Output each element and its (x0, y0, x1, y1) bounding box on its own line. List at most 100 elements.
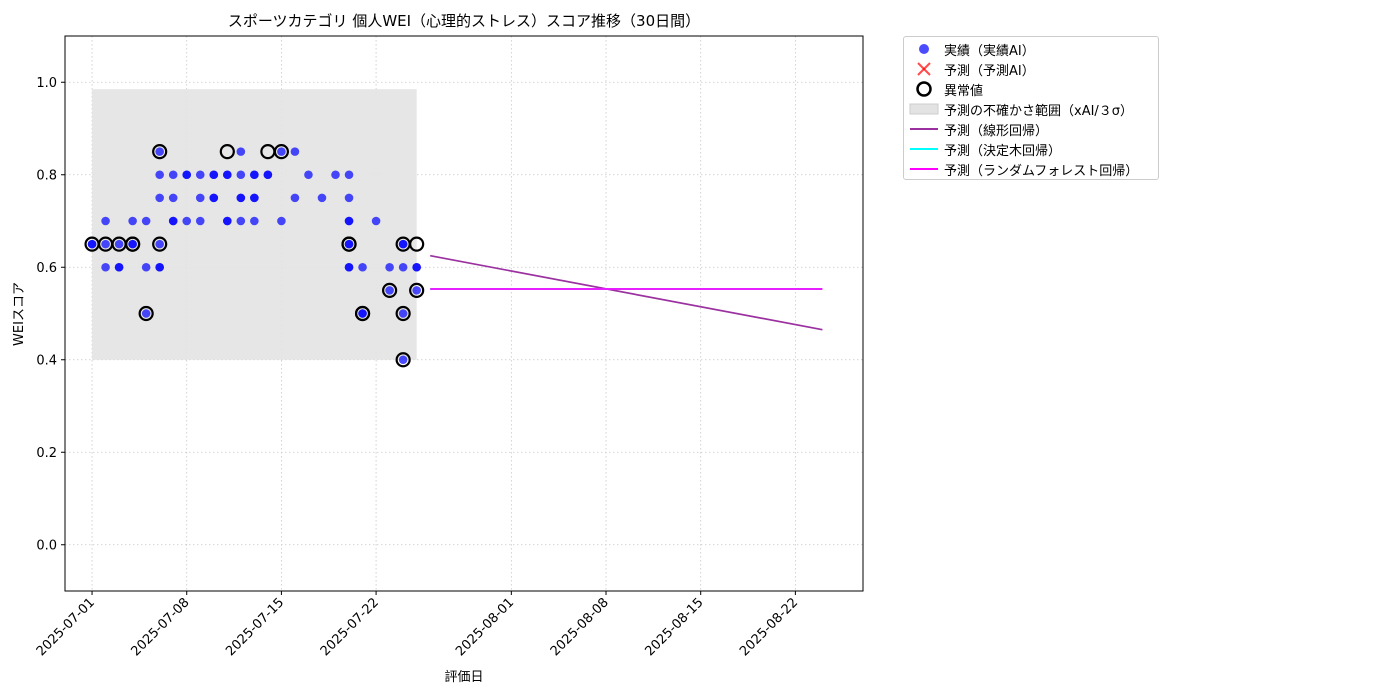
actual-point (290, 147, 300, 156)
actual-point (168, 216, 178, 226)
x-axis-label: 評価日 (444, 670, 483, 685)
x-tick-label: 2025-08-22 (737, 595, 801, 659)
anomaly-point (152, 144, 168, 160)
legend-label-random-forest: 予測（ランダムフォレスト回帰） (944, 163, 1139, 179)
legend-label-predicted: 予測（予測AI） (944, 63, 1035, 79)
actual-point (141, 262, 151, 272)
actual-point (128, 239, 137, 249)
legend-marker-decision-tree (904, 139, 944, 159)
y-tick-label: 1.0 (36, 76, 57, 91)
anomaly-point (382, 282, 398, 298)
forecast-line-linear (430, 254, 823, 331)
forecast-lines-layer (430, 254, 823, 331)
actual-point (168, 193, 178, 203)
actual-point (209, 193, 219, 203)
anomaly-point (152, 236, 168, 252)
actual-point (182, 216, 192, 226)
actual-point (358, 262, 367, 272)
anomaly-point (409, 282, 425, 298)
actual-point (331, 170, 340, 180)
plot-frame (64, 35, 864, 592)
actual-point (209, 170, 219, 180)
actual-point (263, 170, 273, 180)
x-tick-label: 2025-07-08 (129, 595, 193, 659)
anomaly-points-layer (84, 144, 425, 368)
actual-point (155, 170, 164, 180)
x-tick-label: 2025-08-08 (548, 595, 612, 659)
actual-point (398, 262, 408, 272)
anomaly-point (395, 305, 411, 322)
actual-point (236, 147, 246, 156)
actual-point (317, 193, 327, 203)
legend-label-uncertainty: 予測の不確かさ範囲（xAI/３σ） (944, 103, 1134, 119)
anomaly-point (341, 236, 357, 252)
x-tick-label: 2025-08-01 (453, 595, 517, 659)
actual-point (277, 147, 286, 156)
legend-item-random-forest: 予測（ランダムフォレスト回帰） (904, 159, 1158, 179)
legend-label-anomaly: 異常値 (944, 83, 984, 99)
actual-point (385, 286, 394, 295)
legend-item-uncertainty: 予測の不確かさ範囲（xAI/３σ） (904, 99, 1158, 119)
actual-point (195, 216, 205, 226)
anomaly-point (273, 144, 290, 160)
actual-point (195, 170, 205, 180)
actual-point (101, 239, 110, 249)
x-tick-label: 2025-07-15 (223, 595, 287, 659)
actual-point (236, 193, 246, 203)
actual-point (344, 216, 354, 226)
legend-label-linear: 予測（線形回帰） (944, 123, 1049, 139)
x-tick-label: 2025-07-22 (318, 595, 382, 659)
actual-point (358, 309, 367, 318)
actual-point (155, 239, 164, 249)
actual-point (101, 216, 110, 226)
y-axis-label: WEIスコア (12, 282, 27, 346)
actual-point (250, 193, 259, 203)
legend-item-predicted: 予測（予測AI） (904, 59, 1158, 79)
legend-label-decision-tree: 予測（決定木回帰） (944, 143, 1062, 159)
actual-point (412, 262, 421, 272)
x-tick-label: 2025-08-15 (642, 595, 706, 659)
actual-point (371, 216, 381, 226)
anomaly-point (138, 305, 154, 322)
anomaly-point (395, 352, 411, 368)
x-axis-ticks: 2025-07-01 2025-07-08 2025-07-15 2025-07-22… (34, 591, 801, 659)
actual-point (141, 309, 151, 318)
legend-label-actual: 実績（実績AI） (944, 43, 1035, 59)
actual-point (101, 262, 110, 272)
actual-points-layer (87, 147, 421, 365)
actual-point (168, 170, 178, 180)
actual-point (344, 262, 354, 272)
actual-point (128, 216, 137, 226)
actual-point (385, 262, 394, 272)
anomaly-point (354, 305, 371, 322)
chart-legend: 実績（実績AI） 予測（予測AI） 異常値 予測の不確かさ範囲（xAI/３σ） … (903, 36, 1159, 180)
actual-point (87, 239, 97, 249)
actual-point (250, 216, 259, 226)
actual-point (155, 193, 164, 203)
actual-point (277, 216, 286, 226)
actual-point (236, 216, 246, 226)
actual-point (398, 239, 408, 249)
anomaly-point (125, 236, 141, 252)
actual-point (195, 193, 205, 203)
legend-marker-random-forest (904, 159, 944, 179)
anomaly-point (409, 236, 425, 252)
chart-title: スポーツカテゴリ 個人WEI（心理的ストレス）スコア推移（30日間） (228, 12, 700, 30)
actual-point (114, 239, 124, 249)
actual-point (398, 355, 408, 365)
legend-item-anomaly: 異常値 (904, 79, 1158, 99)
actual-point (344, 170, 354, 180)
actual-point (304, 170, 313, 180)
actual-point (236, 170, 246, 180)
y-axis-ticks: 0.0 0.2 0.4 0.6 0.8 1.0 (36, 76, 65, 553)
y-tick-label: 0.6 (36, 261, 57, 276)
actual-point (290, 193, 300, 203)
actual-point (223, 216, 232, 226)
actual-point (155, 262, 164, 272)
actual-point (114, 262, 124, 272)
x-tick-label: 2025-07-01 (34, 595, 98, 659)
actual-point (398, 309, 408, 318)
actual-point (141, 216, 151, 226)
y-tick-label: 0.0 (36, 538, 57, 553)
